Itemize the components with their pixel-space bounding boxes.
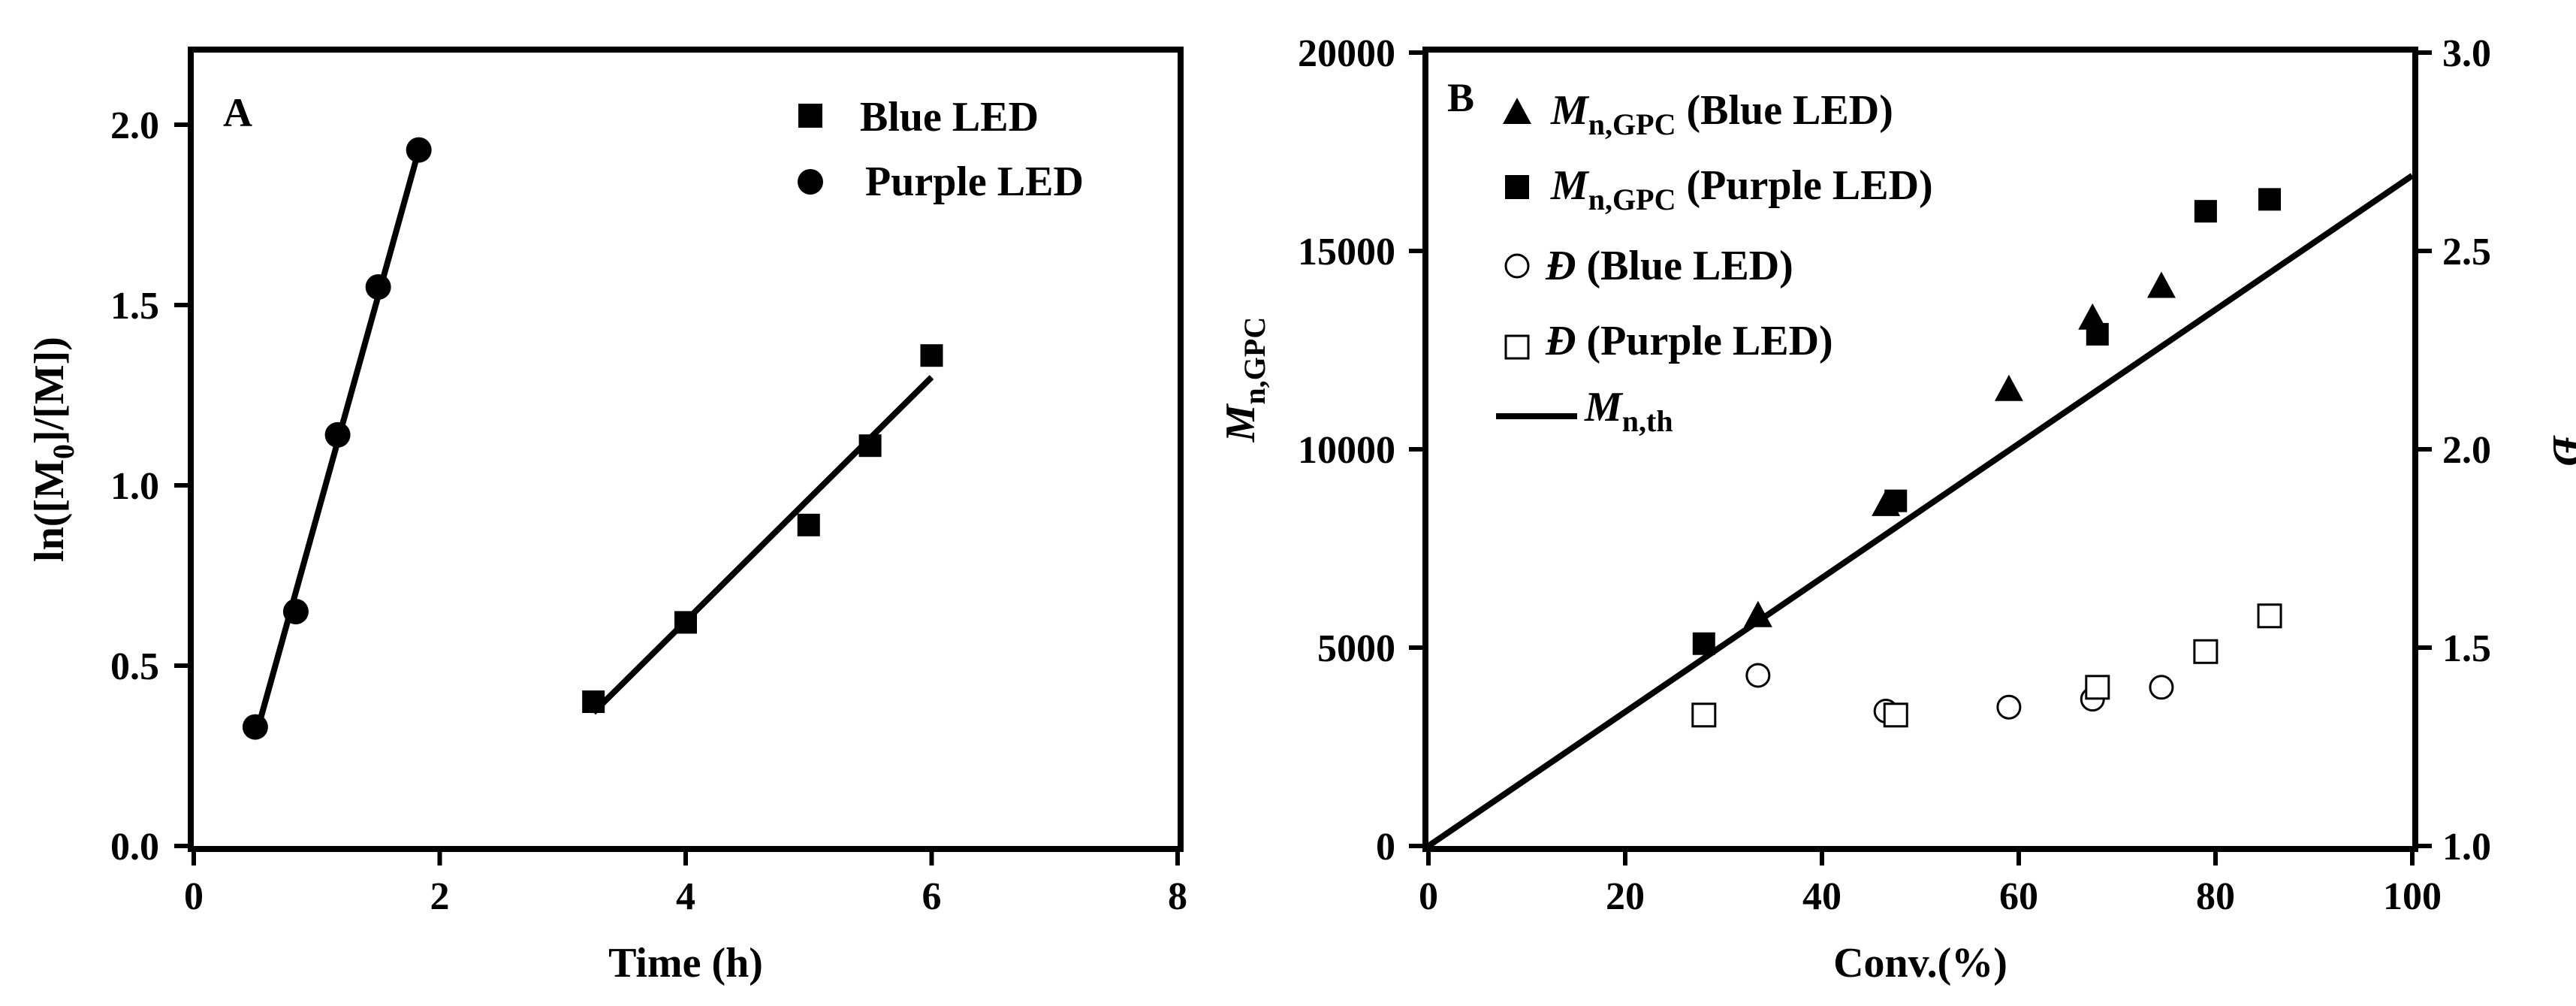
- panel-a-chart: 0 2 4 6 8 0.0 0.5 1.0 1.5 2.0 A Time (h) ln([M0]…: [26, 47, 1187, 986]
- x-tick-label: 6: [922, 875, 942, 918]
- data-point-open-circle: [1996, 694, 2022, 720]
- x-tick-label: 40: [1802, 875, 1842, 918]
- legend-blue-led-square-marker: [798, 104, 822, 128]
- data-point-triangle: [1743, 600, 1772, 627]
- theoretical-mn-line: [1426, 173, 2415, 849]
- panel-a-fit-lines: [252, 149, 934, 739]
- panel-b-data-points: [1691, 188, 2282, 728]
- panel-a-x-axis: 0 2 4 6 8: [184, 849, 1187, 918]
- x-tick-label: 8: [1168, 875, 1187, 918]
- y-tick-label: 0.5: [110, 645, 159, 688]
- data-point-square: [920, 344, 943, 367]
- data-point-circle: [365, 274, 391, 300]
- x-tick-label: 4: [676, 875, 695, 918]
- y-tick-label: 20000: [1298, 32, 1395, 75]
- y-tick-label: 1.0: [110, 465, 159, 508]
- x-tick-label: 60: [1999, 875, 2038, 918]
- panel-b-theory-line: [1426, 173, 2415, 849]
- y-tick-label: 0.0: [110, 826, 159, 869]
- panel-b-legend: Mn,GPC (Blue LED) Mn,GPC (Purple LED) Đ …: [1496, 87, 1933, 438]
- data-point-open-square: [1883, 702, 1908, 728]
- legend-blue-led-label: Blue LED: [860, 94, 1039, 140]
- panel-a-label: A: [223, 90, 252, 135]
- data-point-open-square: [2085, 675, 2110, 700]
- right-y-tick-label: 1.0: [2442, 826, 2491, 869]
- right-y-tick-label: 1.5: [2442, 627, 2491, 670]
- panel-b-right-y-axis: 1.0 1.5 2.0 2.5 3.0: [2415, 32, 2491, 869]
- panel-b-x-axis: 0 20 40 60 80 100: [1419, 849, 2442, 918]
- legend-mn-purple-label: Mn,GPC (Purple LED): [1550, 162, 1933, 216]
- data-point-circle: [282, 599, 309, 624]
- panel-a-y-axis: 0.0 0.5 1.0 1.5 2.0: [110, 104, 191, 869]
- panel-b-chart: 0 20 40 60 80 100 0 5000 10000 15000 20000 1.0 1.5…: [1217, 32, 2576, 986]
- panel-b-left-y-axis: 0 5000 10000 15000 20000: [1298, 32, 1425, 869]
- legend-d-purple-label: Đ (Purple LED): [1545, 318, 1833, 364]
- data-point-circle: [324, 421, 351, 448]
- legend-mn-th-label: Mn,th: [1584, 384, 1673, 438]
- data-point-open-square: [2193, 639, 2219, 664]
- data-point-open-square: [2257, 603, 2282, 629]
- panel-b-label: B: [1447, 75, 1474, 120]
- data-point-open-square: [1691, 702, 1717, 728]
- data-point-square: [2086, 322, 2109, 346]
- y-tick-label: 2.0: [110, 104, 159, 147]
- data-point-square: [582, 690, 605, 713]
- legend-mn-blue-triangle-marker: [1503, 98, 1531, 124]
- data-point-triangle: [1994, 374, 2023, 401]
- right-y-tick-label: 2.0: [2442, 429, 2491, 472]
- panel-a-legend: Blue LED Purple LED: [798, 94, 1084, 205]
- data-point-square: [2194, 200, 2217, 223]
- data-point-square: [2258, 188, 2282, 211]
- x-tick-label: 100: [2383, 875, 2442, 918]
- legend-d-blue-label: Đ (Blue LED): [1545, 243, 1793, 289]
- x-tick-label: 20: [1606, 875, 1645, 918]
- legend-d-blue-circle-marker: [1504, 253, 1530, 279]
- panel-a-x-axis-title: Time (h): [608, 940, 763, 986]
- x-tick-label: 2: [430, 875, 450, 918]
- data-point-open-circle: [2149, 675, 2174, 700]
- legend-mn-blue-label: Mn,GPC (Blue LED): [1550, 87, 1893, 141]
- data-point-open-circle: [1745, 663, 1771, 688]
- data-point-circle: [406, 137, 432, 163]
- data-point-square: [797, 513, 820, 536]
- fit-line: [591, 375, 934, 715]
- legend-purple-led-circle-marker: [798, 169, 823, 195]
- y-tick-label: 1.5: [110, 285, 159, 328]
- data-point-square: [1884, 489, 1908, 512]
- data-point-square: [674, 611, 697, 634]
- x-tick-label: 0: [184, 875, 204, 918]
- panel-a-data-points: [242, 137, 943, 740]
- legend-d-purple-square-marker: [1504, 334, 1530, 360]
- data-point-square: [1692, 632, 1715, 655]
- x-tick-label: 0: [1419, 875, 1438, 918]
- y-tick-label: 15000: [1298, 231, 1395, 273]
- data-point-circle: [242, 714, 268, 740]
- x-tick-label: 80: [2196, 875, 2235, 918]
- y-tick-label: 5000: [1317, 627, 1395, 670]
- legend-mn-purple-square-marker: [1505, 175, 1529, 199]
- right-y-tick-label: 3.0: [2442, 32, 2491, 75]
- panel-b-y-axis-title: Mn,GPC: [1217, 317, 1271, 443]
- y-tick-label: 0: [1376, 826, 1395, 869]
- right-y-tick-label: 2.5: [2442, 231, 2491, 273]
- panel-a-y-axis-title: ln([M0]/[M]): [26, 337, 80, 562]
- data-point-triangle: [2146, 271, 2176, 298]
- y-tick-label: 10000: [1298, 429, 1395, 472]
- panel-b-x-axis-title: Conv.(%): [1833, 940, 2007, 986]
- legend-purple-led-label: Purple LED: [865, 159, 1084, 205]
- data-point-square: [858, 434, 882, 458]
- panel-b-right-y-axis-title: Đ: [2544, 435, 2576, 466]
